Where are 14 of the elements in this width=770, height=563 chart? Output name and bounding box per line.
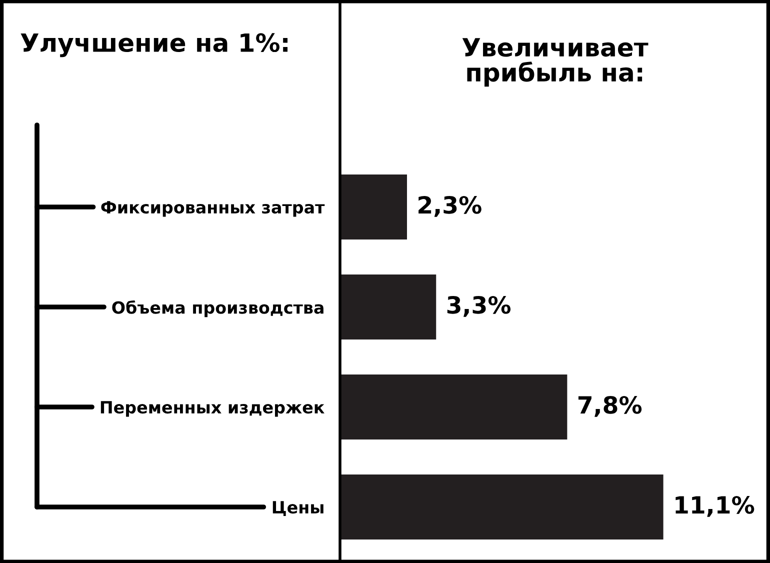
bar [340,374,568,440]
data-label: 2,3% [418,196,482,217]
bar [340,174,407,240]
y-axis-title: Улучшение на 1%: [20,33,288,58]
y-tick-label: Фиксированных затрат [101,201,325,217]
data-label: 7,8% [578,396,642,417]
y-tick-label: Цены [272,501,324,516]
bar [340,274,436,340]
bar [340,474,664,540]
y-tick-label: Объема производства [112,300,324,318]
chart-title: Увеличивает прибыль на: [462,38,648,87]
data-label: 11,1% [676,496,754,517]
data-label: 3,3% [447,296,511,317]
y-tick-label: Переменных издержек [100,401,324,417]
